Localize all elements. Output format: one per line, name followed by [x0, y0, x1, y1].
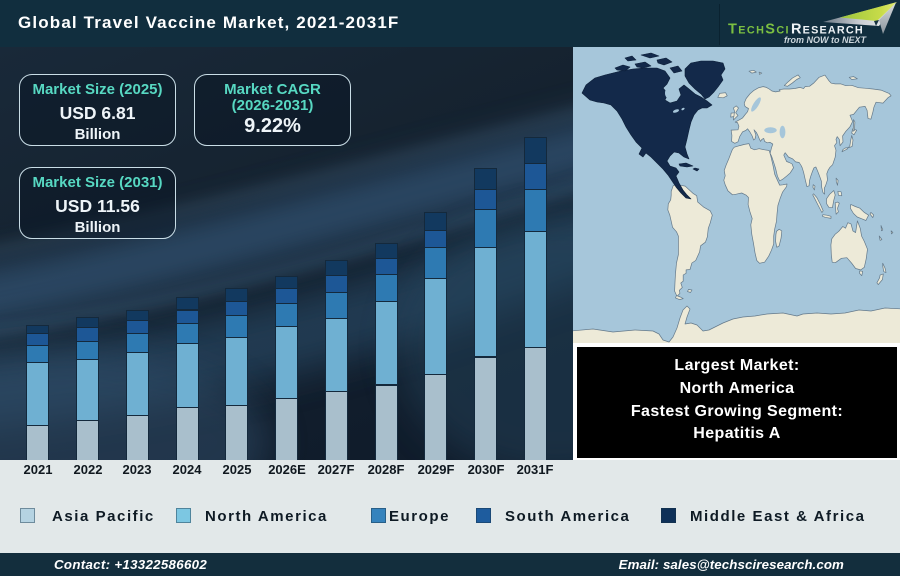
- svg-text:from NOW to NEXT: from NOW to NEXT: [784, 35, 867, 45]
- svg-text:RESEARCH: RESEARCH: [791, 22, 864, 38]
- svg-text:TECHSCI: TECHSCI: [728, 22, 790, 38]
